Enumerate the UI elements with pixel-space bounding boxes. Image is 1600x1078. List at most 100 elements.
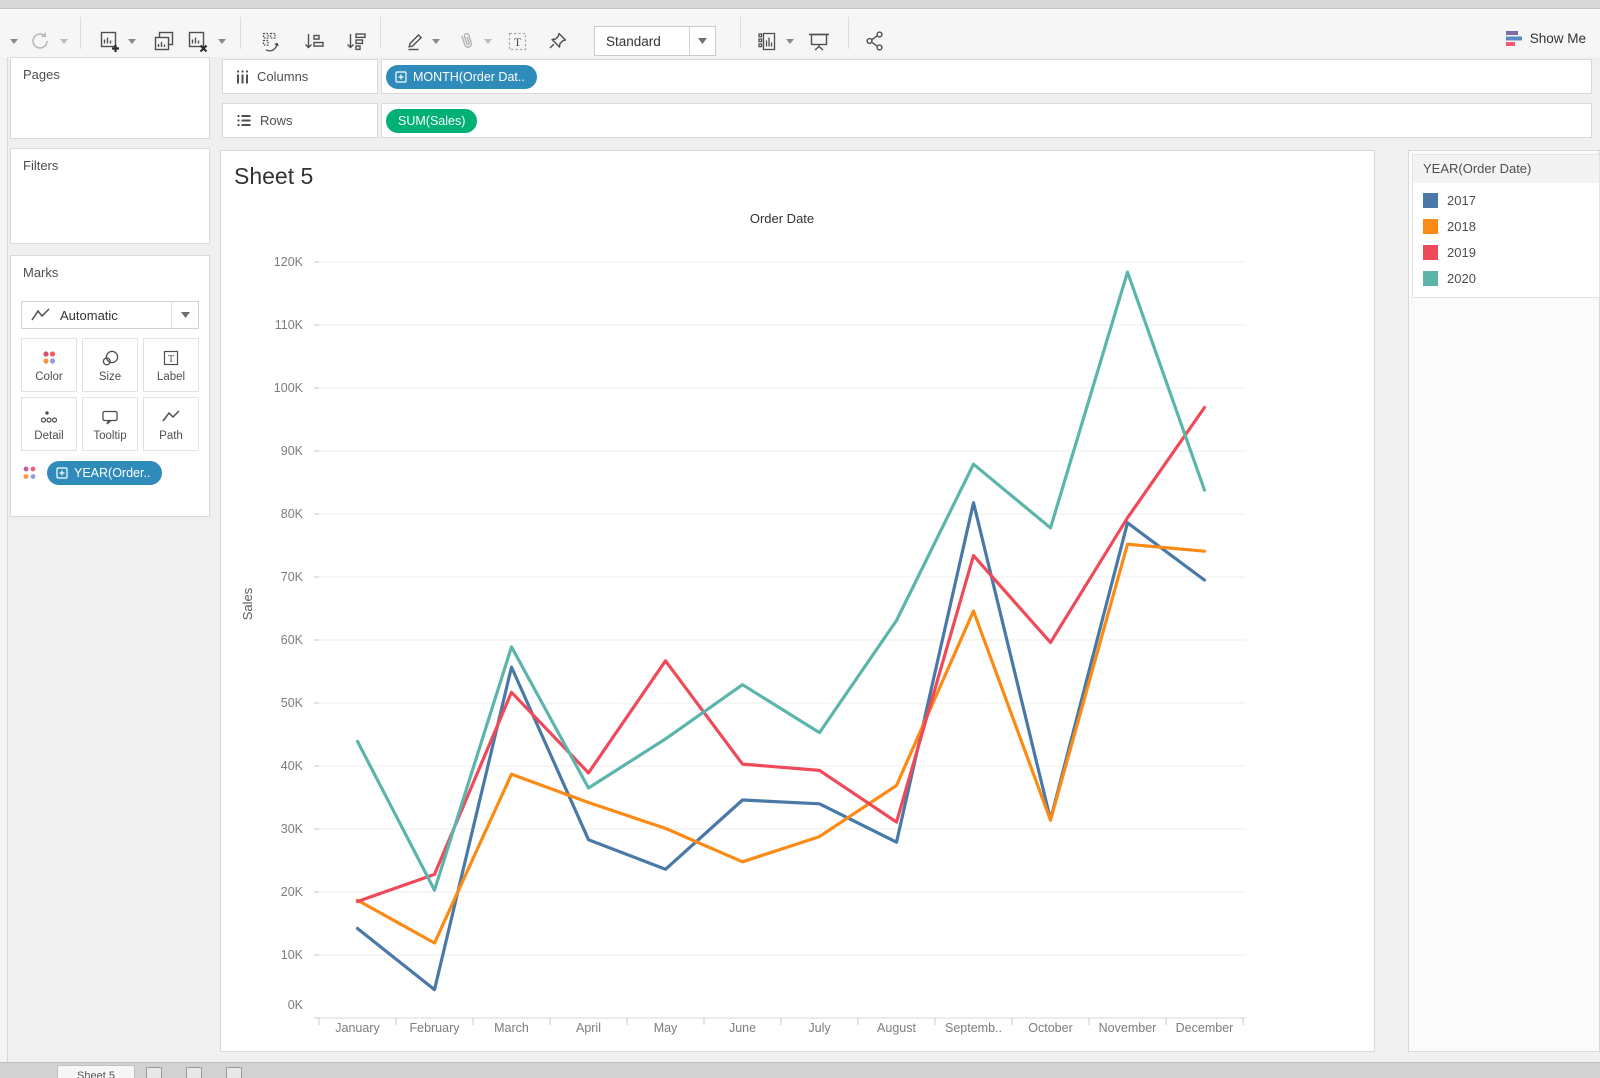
toolbar-divider [848, 17, 849, 49]
color-legend: YEAR(Order Date) 2017 2018 2019 2020 [1412, 154, 1600, 298]
legend-item-2017[interactable]: 2017 [1413, 187, 1599, 213]
new-dashboard-tab-icon[interactable] [186, 1067, 202, 1078]
path-button-label: Path [159, 429, 183, 442]
y-tick-label: 0K [287, 998, 303, 1012]
mark-type-selector[interactable]: Automatic [21, 301, 199, 329]
legend-swatch [1423, 192, 1438, 208]
highlight-caret-icon[interactable] [432, 39, 440, 44]
fit-selector-caret-icon[interactable] [689, 27, 715, 55]
y-tick-label: 110K [274, 318, 303, 332]
text-label-icon[interactable]: T [506, 30, 530, 54]
size-button[interactable]: Size [82, 338, 138, 392]
columns-pill-label: MONTH(Order Dat.. [413, 70, 525, 84]
tooltip-icon [102, 410, 118, 424]
toolbar-divider [380, 17, 381, 49]
y-tick-label: 70K [280, 570, 303, 584]
legend-title[interactable]: YEAR(Order Date) [1413, 155, 1599, 183]
size-button-label: Size [98, 370, 122, 383]
legend-item-label: 2020 [1447, 270, 1476, 286]
series-line-2018[interactable] [355, 542, 1207, 945]
marks-card-label: Marks [23, 265, 59, 280]
refresh-icon[interactable] [28, 30, 52, 52]
label-button[interactable]: T Label [143, 338, 199, 392]
show-me-button[interactable]: Show Me [1505, 31, 1586, 46]
tooltip-button[interactable]: Tooltip [82, 397, 138, 451]
legend-item-2020[interactable]: 2020 [1413, 265, 1599, 291]
new-worksheet-tab-icon[interactable] [146, 1067, 162, 1078]
new-worksheet-caret-icon[interactable] [128, 39, 136, 44]
columns-pill[interactable]: MONTH(Order Dat.. [386, 65, 537, 89]
rows-pill[interactable]: SUM(Sales) [386, 109, 478, 133]
y-tick-label: 30K [280, 822, 303, 836]
x-tick-label: August [877, 1021, 916, 1035]
highlight-icon[interactable] [404, 30, 428, 54]
series-line-2019[interactable] [355, 405, 1207, 904]
sort-ascending-icon[interactable] [302, 30, 326, 54]
rows-shelf[interactable]: SUM(Sales) [381, 103, 1592, 138]
columns-shelf[interactable]: MONTH(Order Dat.. [381, 59, 1592, 94]
new-story-tab-icon[interactable] [226, 1067, 242, 1078]
legend-item-label: 2019 [1447, 244, 1476, 260]
svg-text:T: T [514, 35, 522, 49]
undo-caret-icon[interactable] [10, 39, 18, 44]
x-tick-label: June [728, 1021, 757, 1035]
expand-icon [56, 467, 68, 479]
show-me-label: Show Me [1529, 31, 1586, 46]
plot-svg[interactable] [311, 241, 1249, 1031]
show-hide-cards-icon[interactable] [756, 30, 780, 54]
x-tick-label: January [335, 1021, 380, 1035]
series-line-2017[interactable] [355, 501, 1207, 992]
color-button-label: Color [35, 370, 63, 383]
legend-item-2018[interactable]: 2018 [1413, 213, 1599, 239]
rows-pill-label: SUM(Sales) [398, 114, 466, 128]
color-button[interactable]: Color [21, 338, 77, 392]
fit-selector[interactable]: Standard [594, 26, 716, 56]
show-hide-cards-caret-icon[interactable] [786, 39, 794, 44]
y-tick-label: 90K [280, 444, 303, 458]
marks-year-pill-label: YEAR(Order.. [74, 466, 151, 480]
x-tick-label: July [808, 1021, 831, 1035]
filters-shelf[interactable]: Filters [10, 148, 210, 244]
share-icon[interactable] [864, 30, 888, 54]
line-mark-icon [31, 308, 50, 321]
presentation-mode-icon[interactable] [806, 30, 832, 54]
toolbar-divider [80, 17, 81, 49]
sheet-title: Sheet 5 [234, 163, 314, 189]
y-tick-label: 40K [280, 759, 303, 773]
path-icon [162, 409, 180, 421]
marks-year-pill[interactable]: YEAR(Order.. [47, 461, 163, 485]
pin-icon[interactable] [546, 30, 570, 54]
rows-icon [237, 114, 251, 127]
attach-icon[interactable] [456, 30, 478, 54]
size-icon [102, 350, 119, 365]
columns-shelf-label: Columns [257, 69, 309, 84]
rows-shelf-label: Rows [260, 113, 293, 128]
path-button[interactable]: Path [143, 397, 199, 451]
refresh-caret-icon[interactable] [60, 39, 68, 44]
new-worksheet-icon[interactable] [98, 30, 122, 54]
legend-item-2019[interactable]: 2019 [1413, 239, 1599, 265]
y-tick-label: 60K [280, 633, 303, 647]
clear-sheet-caret-icon[interactable] [218, 39, 226, 44]
label-icon: T [163, 350, 179, 365]
toolbar-divider [740, 17, 741, 49]
detail-button[interactable]: Detail [21, 397, 77, 451]
pages-shelf-label: Pages [23, 67, 60, 82]
legend-item-label: 2018 [1447, 218, 1476, 234]
series-line-2020[interactable] [355, 270, 1207, 892]
sheet-tab-bar: Sheet 5 [0, 1062, 1600, 1078]
sheet-tab[interactable]: Sheet 5 [57, 1065, 135, 1078]
filters-shelf-label: Filters [23, 158, 59, 173]
columns-icon [236, 69, 249, 83]
mark-type-value: Automatic [60, 307, 118, 323]
attach-caret-icon[interactable] [484, 39, 492, 44]
mark-type-caret-icon[interactable] [171, 302, 198, 328]
worksheet-view: Sheet 5 Order Date Sales 0K 10K 20K 30K 40K 5… [220, 150, 1375, 1052]
data-pane-edge [0, 57, 8, 1062]
fit-selector-value: Standard [606, 33, 661, 49]
swap-rows-columns-icon[interactable] [260, 30, 284, 54]
duplicate-sheet-icon[interactable] [152, 30, 176, 54]
sort-descending-icon[interactable] [344, 30, 368, 54]
clear-sheet-icon[interactable] [186, 30, 210, 54]
pages-shelf[interactable]: Pages [10, 57, 210, 139]
